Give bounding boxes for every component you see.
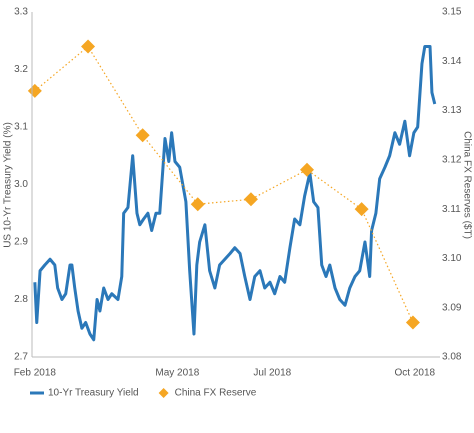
y-tick-label: 2.9 — [14, 237, 28, 248]
y2-tick-label: 3.08 — [442, 352, 462, 363]
legend-marker — [158, 388, 169, 398]
connector-line — [34, 45, 414, 323]
y-tick-label: 3.0 — [14, 179, 28, 190]
x-tick-label: Jul 2018 — [253, 368, 291, 379]
y2-tick-label: 3.13 — [442, 105, 462, 116]
x-tick-label: Oct 2018 — [395, 368, 436, 379]
y2-tick-label: 3.12 — [442, 154, 462, 165]
y-tick-label: 2.8 — [14, 294, 28, 305]
y2-tick-label: 3.11 — [442, 204, 461, 215]
diamond-marker — [243, 192, 258, 207]
y-axis-title: US 10-Yr Treasury Yield (%) — [3, 122, 14, 248]
y-tick-label: 2.7 — [14, 352, 28, 363]
legend-label: 10-Yr Treasury Yield — [48, 388, 139, 399]
diamond-marker — [300, 162, 315, 177]
y2-tick-label: 3.14 — [442, 56, 462, 67]
x-tick-label: Feb 2018 — [14, 368, 57, 379]
y-tick-label: 3.2 — [14, 64, 28, 75]
diamond-marker — [354, 202, 369, 217]
y-tick-label: 3.3 — [14, 7, 28, 18]
diamond-marker — [81, 39, 96, 54]
y2-tick-label: 3.09 — [442, 302, 462, 313]
diamond-marker — [135, 128, 150, 143]
series-line — [33, 45, 437, 342]
y-tick-label: 3.1 — [14, 122, 28, 133]
legend-label: China FX Reserve — [175, 388, 257, 399]
diamond-marker — [190, 197, 205, 212]
y2-tick-label: 3.10 — [442, 253, 462, 264]
x-tick-label: May 2018 — [155, 368, 199, 379]
y2-axis-title: China FX Reserves ($T) — [461, 131, 472, 239]
diamond-marker — [405, 315, 420, 330]
y2-tick-label: 3.15 — [442, 7, 462, 18]
diamond-marker — [27, 83, 42, 98]
